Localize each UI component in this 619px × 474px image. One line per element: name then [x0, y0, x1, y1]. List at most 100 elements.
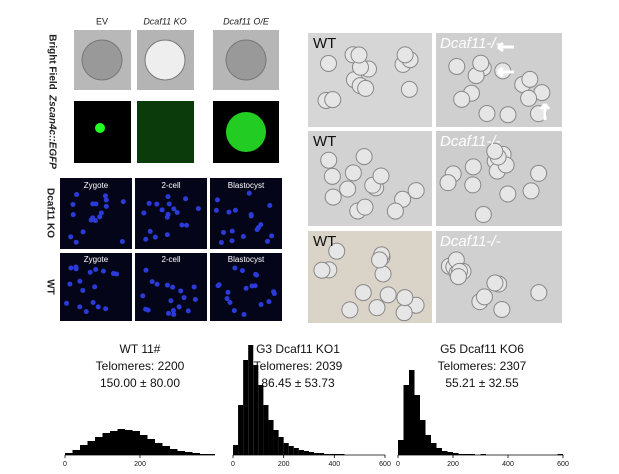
nucleus [269, 233, 275, 239]
column-label: EV [96, 16, 108, 26]
nucleus [232, 207, 238, 213]
bar [436, 448, 442, 455]
nucleus [271, 289, 277, 295]
nucleus [119, 238, 125, 244]
nucleus [100, 268, 106, 274]
nucleus [225, 289, 231, 295]
embryo [350, 46, 368, 64]
nucleus [103, 197, 109, 203]
panel-label: Dcaf11-/- [440, 233, 501, 250]
x-tick-label: 200 [134, 461, 146, 468]
nucleus [266, 299, 272, 305]
bar [398, 440, 404, 455]
bar [458, 454, 464, 455]
hist-title: Telomeres: 2039 [254, 359, 343, 373]
stage-label: Zygote [84, 255, 109, 264]
embryo [486, 142, 504, 160]
nucleus [92, 284, 98, 290]
embryo [356, 198, 374, 216]
embryo [521, 70, 539, 88]
x-tick-label: 400 [502, 461, 514, 468]
nucleus [93, 266, 99, 272]
panel-label: WT [313, 133, 336, 150]
bar [177, 451, 185, 455]
embryo [400, 80, 418, 98]
embryo [396, 289, 414, 307]
nucleus [229, 238, 235, 244]
bar [339, 454, 345, 455]
embryo [439, 174, 457, 192]
row-label: Dcaf11 KO [44, 188, 55, 238]
nucleus [176, 304, 182, 310]
panel-label: Dcaf11-/- [440, 133, 501, 150]
nucleus [221, 229, 227, 235]
embryo [323, 167, 341, 185]
embryo [341, 301, 359, 319]
nucleus [231, 308, 237, 314]
bar [420, 420, 426, 455]
nucleus [179, 222, 185, 228]
embryo [371, 251, 389, 269]
nucleus [80, 229, 86, 235]
cell [225, 39, 267, 81]
x-tick-label: 600 [379, 461, 391, 468]
bar [314, 453, 320, 455]
panel-label: WT [313, 35, 336, 52]
nucleus [120, 199, 126, 205]
arrow [497, 41, 514, 53]
embryo [530, 164, 548, 182]
nucleus [229, 228, 235, 234]
bar [170, 449, 178, 455]
embryo [530, 284, 548, 302]
embryo [324, 91, 342, 109]
cell [144, 39, 186, 81]
embryo [478, 105, 496, 123]
embryo [486, 274, 504, 292]
bar [414, 395, 420, 455]
nucleus [171, 312, 177, 318]
bar [243, 360, 249, 455]
embryo [464, 158, 482, 176]
row-label: Zscan4c::EGFP [46, 94, 57, 169]
nucleus [240, 233, 246, 239]
nucleus [88, 217, 94, 223]
nucleus [64, 300, 70, 306]
nucleus [154, 281, 160, 287]
stage-label: Zygote [84, 181, 109, 190]
nucleus [218, 240, 224, 246]
bar [453, 453, 459, 455]
nucleus [70, 212, 76, 218]
nucleus [70, 201, 76, 207]
nucleus [181, 295, 187, 301]
stage-label: Blastocyst [228, 181, 265, 190]
bar [253, 365, 259, 455]
nucleus [95, 304, 101, 310]
hist-title: Telomeres: 2200 [96, 359, 185, 373]
nucleus [77, 278, 83, 284]
bar [288, 446, 294, 455]
arrow [497, 66, 514, 78]
embryo [313, 261, 331, 279]
nucleus [168, 298, 174, 304]
bar [155, 443, 163, 455]
nucleus [143, 267, 149, 273]
bar [464, 454, 470, 455]
nucleus [243, 285, 249, 291]
gfp-image [137, 101, 194, 163]
embryo [396, 46, 414, 64]
embryo [386, 202, 404, 220]
nucleus [73, 264, 79, 270]
nucleus [226, 209, 232, 215]
nucleus [255, 225, 261, 231]
nucleus [267, 202, 273, 208]
embryo [475, 288, 493, 306]
nucleus [143, 236, 149, 242]
bar [147, 439, 155, 455]
embryo [320, 54, 338, 72]
embryo [449, 268, 467, 286]
bar [303, 451, 309, 455]
column-label: Dcaf11 KO [143, 16, 186, 26]
nucleus [170, 284, 176, 290]
bar [480, 454, 486, 455]
nucleus [178, 288, 184, 294]
